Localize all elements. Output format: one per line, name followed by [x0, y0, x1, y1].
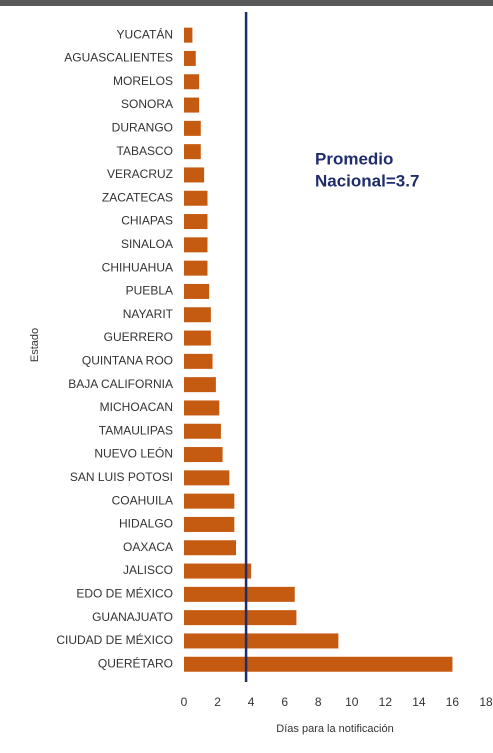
- bar: [184, 120, 201, 136]
- x-tick-label: 12: [379, 695, 393, 709]
- y-tick-label: ZACATECAS: [102, 190, 173, 204]
- y-tick-label: COAHUILA: [112, 493, 173, 507]
- bar: [184, 610, 297, 626]
- y-tick-label: EDO DE MÉXICO: [76, 586, 173, 601]
- y-tick-label: SAN LUIS POTOSI: [70, 470, 173, 484]
- x-tick-label: 8: [315, 695, 322, 709]
- bar: [184, 353, 213, 369]
- y-tick-label: DURANGO: [112, 121, 173, 135]
- x-tick-label: 14: [412, 695, 426, 709]
- bar: [184, 330, 211, 346]
- y-tick-label: CIUDAD DE MÉXICO: [56, 632, 173, 647]
- y-tick-label: QUERÉTARO: [98, 655, 173, 670]
- bar: [184, 74, 200, 90]
- y-tick-label: QUINTANA ROO: [82, 354, 173, 368]
- x-tick-label: 4: [248, 695, 255, 709]
- y-tick-label: NUEVO LEÓN: [94, 446, 173, 461]
- y-tick-label: PUEBLA: [126, 284, 173, 298]
- bar: [184, 167, 205, 183]
- y-tick-label: TAMAULIPAS: [99, 423, 173, 437]
- y-tick-label: AGUASCALIENTES: [64, 51, 173, 65]
- x-tick-label: 18: [479, 695, 493, 709]
- bar: [184, 493, 235, 509]
- y-axis-label: Estado: [29, 328, 41, 362]
- bar: [184, 97, 200, 113]
- bar: [184, 447, 223, 463]
- annotation: Nacional=3.7: [315, 171, 419, 190]
- x-tick-label: 2: [214, 695, 221, 709]
- y-tick-label: HIDALGO: [119, 517, 173, 531]
- y-tick-label: CHIAPAS: [121, 214, 173, 228]
- bar: [184, 377, 216, 393]
- y-tick-label: TABASCO: [117, 144, 173, 158]
- top-band: [0, 0, 493, 6]
- bar: [184, 260, 208, 276]
- x-tick-label: 16: [446, 695, 460, 709]
- y-tick-label: CHIHUAHUA: [102, 260, 173, 274]
- y-tick-label: OAXACA: [123, 540, 173, 554]
- y-tick-label: MORELOS: [113, 74, 173, 88]
- bar: [184, 633, 339, 649]
- bar: [184, 400, 220, 416]
- annotation: Promedio: [315, 149, 393, 168]
- x-tick-label: 0: [181, 695, 188, 709]
- y-tick-label: GUERRERO: [104, 330, 173, 344]
- bar: [184, 190, 208, 206]
- bar: [184, 50, 196, 66]
- bar: [184, 586, 295, 602]
- bar: [184, 307, 211, 323]
- bar: [184, 283, 210, 299]
- bar: [184, 423, 221, 439]
- bar: [184, 144, 201, 160]
- y-tick-label: GUANAJUATO: [92, 610, 173, 624]
- y-tick-label: SONORA: [121, 97, 173, 111]
- bar: [184, 237, 208, 253]
- y-tick-label: JALISCO: [123, 563, 173, 577]
- y-tick-label: VERACRUZ: [107, 167, 173, 181]
- x-tick-label: 10: [345, 695, 359, 709]
- bar: [184, 563, 252, 579]
- bar: [184, 27, 193, 43]
- x-tick-label: 6: [281, 695, 288, 709]
- y-tick-label: BAJA CALIFORNIA: [68, 377, 173, 391]
- bar: [184, 214, 208, 230]
- bar: [184, 656, 453, 672]
- bar: [184, 470, 230, 486]
- bar: [184, 516, 235, 532]
- x-axis-label: Días para la notificación: [276, 723, 393, 735]
- y-tick-label: SINALOA: [121, 237, 173, 251]
- y-tick-label: MICHOACAN: [100, 400, 173, 414]
- y-tick-label: YUCATÁN: [117, 26, 173, 41]
- bar: [184, 540, 237, 556]
- y-tick-label: NAYARIT: [123, 307, 174, 321]
